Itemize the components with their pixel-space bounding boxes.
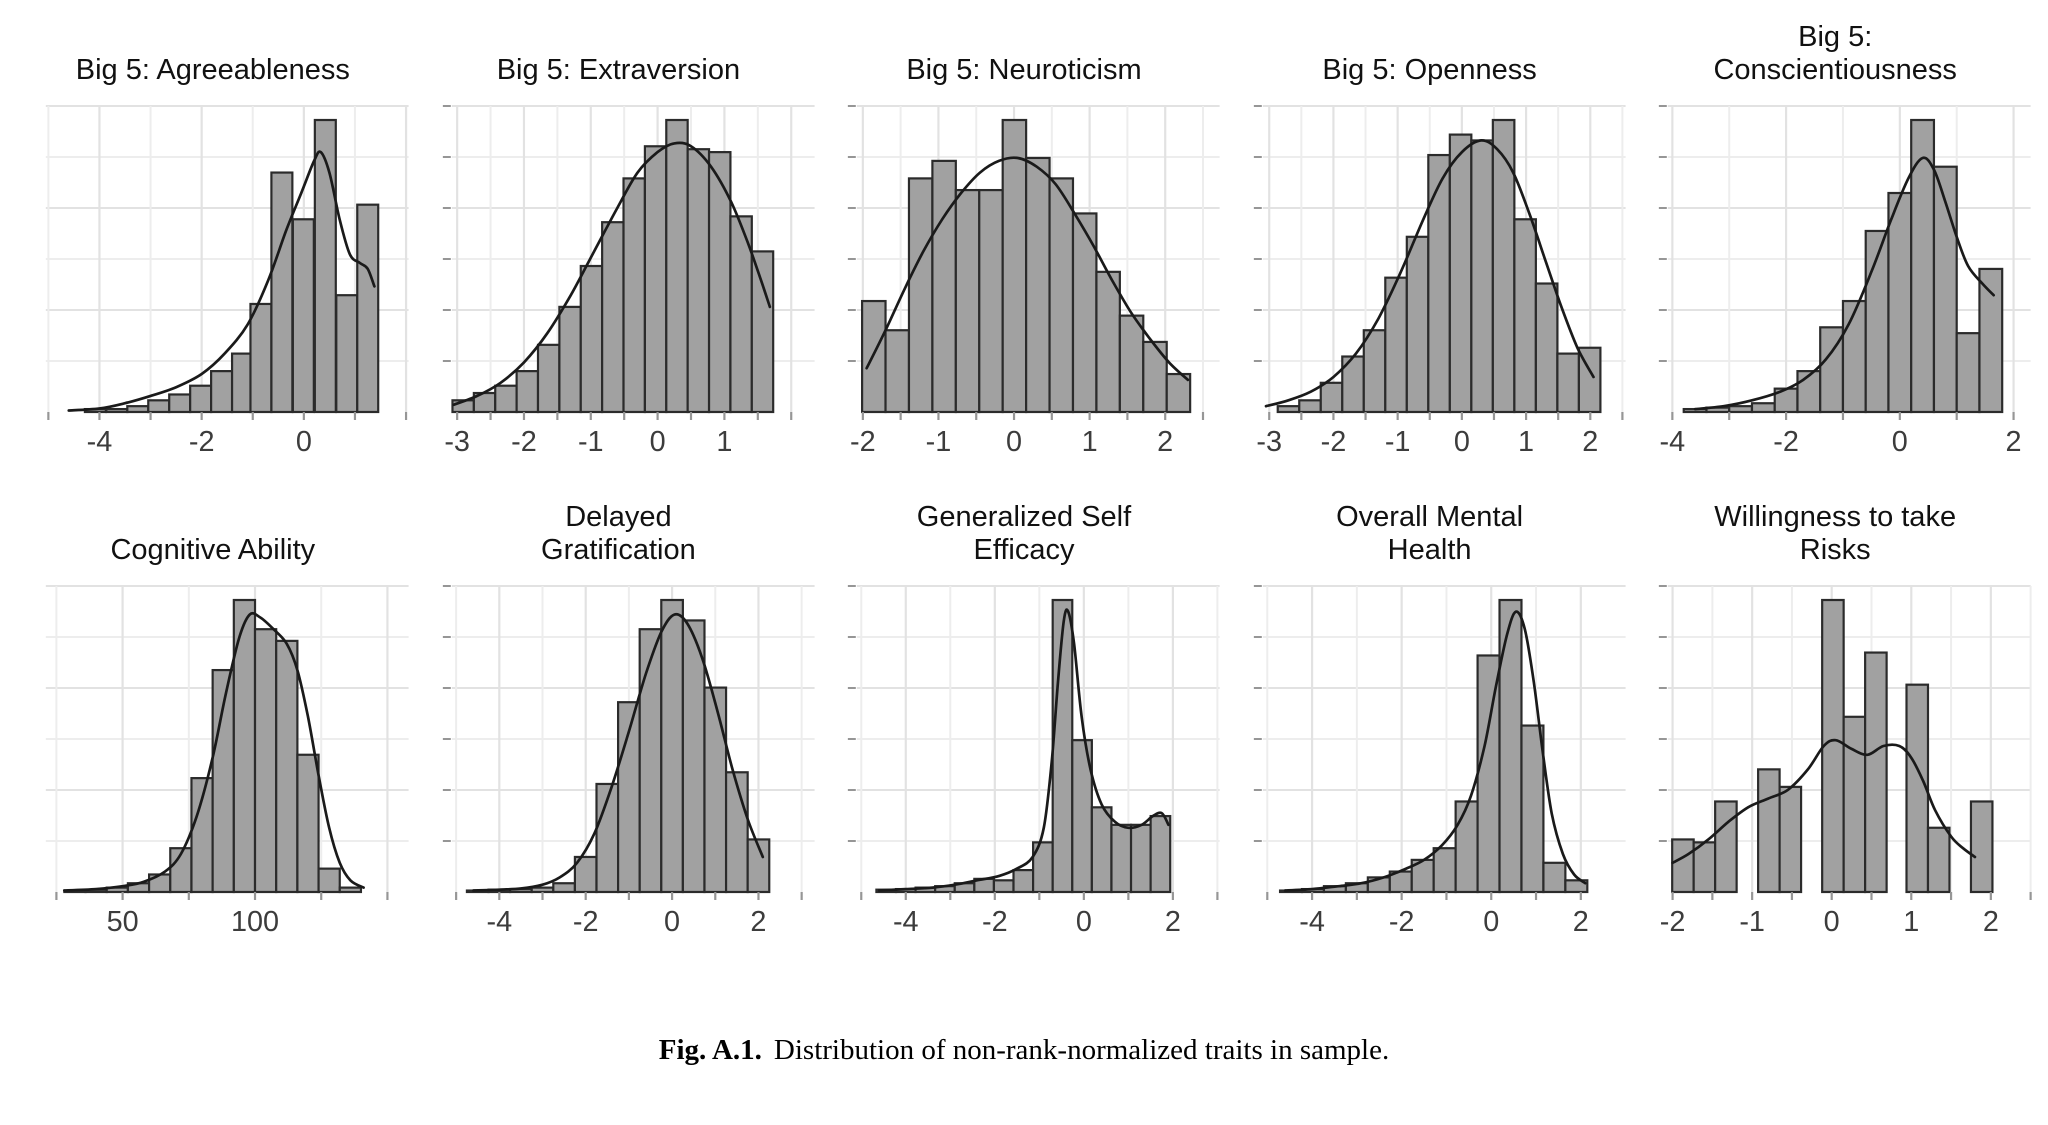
x-tick-label: -2	[1320, 426, 1346, 458]
histogram-plot: -4 -2 0 2	[1253, 585, 1626, 938]
x-tick-label: 2	[1582, 426, 1598, 458]
panel-title-line: Big 5: Agreeableness	[75, 53, 350, 86]
panel: Big 5: Conscientiousness -4 -2 0 2	[1636, 10, 2034, 476]
histogram-plot: -3 -2 -1 0 1	[442, 105, 815, 458]
panel-title: Big 5: Conscientiousness	[1636, 10, 2034, 93]
x-tick-label: 2	[1157, 426, 1173, 458]
histogram-plot: 50 100	[45, 585, 409, 938]
panel-title-line: Big 5:	[1798, 21, 1873, 54]
panel-title: Delayed Gratification	[420, 490, 818, 573]
panel: Big 5: Agreeableness -4 -2 0	[14, 10, 412, 476]
histogram-plot: -2 -1 0 1 2	[848, 105, 1220, 458]
panel-title-line: Risks	[1799, 533, 1871, 566]
x-tick-label: -2	[982, 906, 1008, 938]
panel-title: Generalized Self Efficacy	[825, 490, 1223, 573]
panel: Delayed Gratification -4 -2 0 2	[420, 490, 818, 956]
x-tick-label: -4	[87, 426, 113, 458]
panel-title-line: Delayed	[565, 501, 672, 534]
x-tick-label: -2	[1774, 426, 1800, 458]
panel-title-line: Efficacy	[973, 533, 1075, 566]
x-tick-label: 0	[1006, 426, 1022, 458]
panel-title-line: Conscientiousness	[1713, 53, 1957, 86]
x-tick-label: 0	[1824, 906, 1840, 938]
histogram-plot: -4 -2 0 2	[1659, 105, 2032, 458]
panel-title: Cognitive Ability	[14, 490, 412, 573]
histogram-plot: -4 -2 0 2	[442, 585, 815, 938]
panel-title-line: Generalized Self	[916, 501, 1132, 534]
x-tick-label: 2	[1165, 906, 1181, 938]
x-tick-label: 0	[1892, 426, 1908, 458]
panel-title: Willingness to take Risks	[1636, 490, 2034, 573]
x-tick-label: -1	[1740, 906, 1766, 938]
histogram-plot: -3 -2 -1 0 1 2	[1253, 105, 1626, 458]
x-tick-label: -4	[893, 906, 919, 938]
x-tick-label: 50	[107, 906, 139, 938]
x-tick-label: -2	[1389, 906, 1415, 938]
panel-title-line: Big 5: Extraversion	[496, 53, 741, 86]
x-tick-label: -3	[444, 426, 470, 458]
x-tick-label: 0	[649, 426, 665, 458]
x-tick-label: 2	[750, 906, 766, 938]
x-tick-label: 1	[1082, 426, 1098, 458]
x-tick-label: 0	[1483, 906, 1499, 938]
x-tick-label: -2	[189, 426, 215, 458]
x-tick-label: 1	[716, 426, 732, 458]
panel: Big 5: Openness -3 -2 -1 0 1 2	[1231, 10, 1629, 476]
panel-title-line: Big 5: Neuroticism	[906, 53, 1142, 86]
panel-title: Big 5: Agreeableness	[14, 10, 412, 93]
panel-title-line: Willingness to take	[1714, 501, 1957, 534]
panel-title: Big 5: Neuroticism	[825, 10, 1223, 93]
x-tick-label: -1	[926, 426, 952, 458]
panel: Generalized Self Efficacy -4 -2 0 2	[825, 490, 1223, 956]
x-tick-label: 2	[1983, 906, 1999, 938]
x-tick-label: 1	[1518, 426, 1534, 458]
x-tick-label: -4	[1299, 906, 1325, 938]
x-tick-label: -1	[1385, 426, 1411, 458]
x-tick-label: 0	[1454, 426, 1470, 458]
x-tick-label: 100	[231, 906, 279, 938]
x-tick-label: -2	[511, 426, 537, 458]
x-tick-label: 2	[2006, 426, 2022, 458]
x-tick-label: 0	[1076, 906, 1092, 938]
panel-title: Big 5: Openness	[1231, 10, 1629, 93]
x-tick-label: 0	[296, 426, 312, 458]
x-tick-label: 2	[1573, 906, 1589, 938]
x-tick-label: -1	[578, 426, 604, 458]
panel-grid: Big 5: Agreeableness -4 -2 0 Big 5: Extraver…	[14, 10, 2034, 956]
panel: Overall Mental Health -4 -2 0 2	[1231, 490, 1629, 956]
panel-title-line: Big 5: Openness	[1322, 53, 1537, 86]
histogram-plot: -4 -2 0 2	[848, 585, 1220, 938]
panel-title-line: Health	[1387, 533, 1472, 566]
x-tick-label: -3	[1256, 426, 1282, 458]
panel-title: Big 5: Extraversion	[420, 10, 818, 93]
x-tick-label: -2	[572, 906, 598, 938]
panel: Big 5: Extraversion -3 -2 -1 0 1	[420, 10, 818, 476]
x-tick-label: -4	[1660, 426, 1686, 458]
x-tick-label: -2	[1660, 906, 1686, 938]
figure-caption: Fig. A.1. Distribution of non-rank-normal…	[0, 1034, 2048, 1067]
caption-text: Distribution of non-rank-normalized trai…	[773, 1034, 1390, 1066]
panel: Willingness to take Risks -2 -1 0 1 2	[1636, 490, 2034, 956]
panel: Big 5: Neuroticism -2 -1 0 1 2	[825, 10, 1223, 476]
panel-title-line: Cognitive Ability	[110, 533, 316, 566]
x-tick-label: 1	[1904, 906, 1920, 938]
x-tick-label: -2	[850, 426, 876, 458]
histogram-plot: -4 -2 0	[45, 105, 409, 458]
panel-title-line: Overall Mental	[1336, 501, 1524, 534]
panel-title: Overall Mental Health	[1231, 490, 1629, 573]
panel: Cognitive Ability 50 100	[14, 490, 412, 956]
panel-title-line: Gratification	[541, 533, 696, 566]
caption-label: Fig. A.1.	[658, 1034, 762, 1066]
x-tick-label: -4	[486, 906, 512, 938]
histogram-plot: -2 -1 0 1 2	[1659, 585, 2033, 938]
x-tick-label: 0	[664, 906, 680, 938]
